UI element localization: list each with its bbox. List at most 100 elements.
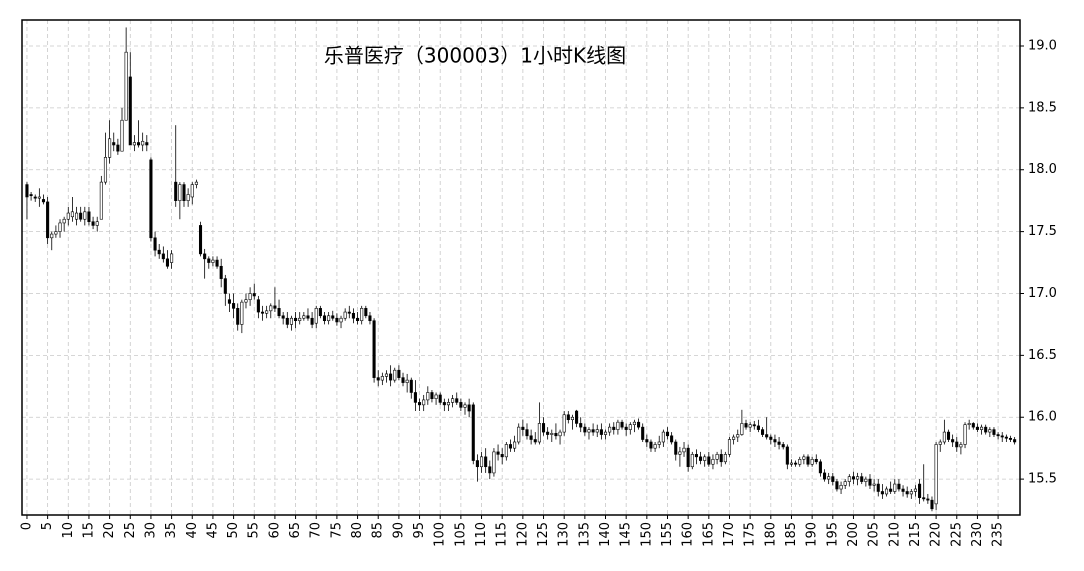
candle-body: [653, 444, 657, 449]
candle-body: [455, 398, 459, 403]
candle-body: [686, 447, 690, 468]
candle-body: [827, 476, 831, 480]
candle-body: [207, 258, 211, 263]
candle-body: [657, 441, 661, 445]
candle-body: [343, 311, 347, 319]
candle-body: [289, 317, 293, 325]
candle-body: [942, 431, 946, 443]
candle-body: [616, 421, 620, 430]
candle-body: [302, 315, 306, 319]
candle-body: [889, 488, 893, 492]
candle-body: [372, 320, 376, 378]
candle-body: [719, 454, 723, 463]
candle-body: [232, 303, 236, 309]
candle-body: [401, 377, 405, 383]
chart-title: 乐普医疗（300003）1小时K线图: [324, 44, 626, 68]
candle-body: [260, 311, 265, 314]
candle-body: [649, 441, 653, 449]
candle-body: [368, 315, 372, 322]
candle-body: [723, 454, 727, 463]
candle-body: [789, 462, 794, 465]
candle-body: [909, 491, 913, 495]
candle-body: [467, 404, 471, 412]
candle-body: [211, 259, 215, 263]
candle-body: [628, 424, 632, 430]
candle-body: [818, 461, 822, 474]
x-tick-label: 210: [887, 522, 902, 547]
candle-body: [975, 426, 979, 430]
candle-body: [645, 439, 649, 443]
candle-body: [33, 196, 37, 199]
candle-body: [219, 265, 223, 279]
x-tick-label: 5: [40, 522, 55, 530]
candle-body: [294, 317, 298, 322]
candle-body: [558, 431, 562, 437]
candle-body: [546, 431, 550, 435]
x-tick-label: 25: [123, 522, 138, 539]
candle-body: [306, 315, 310, 319]
x-tick-label: 130: [557, 522, 572, 547]
candle-body: [963, 424, 967, 445]
candle-body: [451, 398, 455, 403]
candle-body: [153, 237, 157, 251]
candle-body: [256, 299, 260, 313]
candle-body: [174, 181, 178, 201]
candle-body: [508, 444, 513, 449]
candle-body: [103, 157, 108, 183]
candle-body: [525, 429, 529, 437]
candle-body: [356, 317, 360, 322]
candle-body: [335, 317, 339, 323]
candle-body: [876, 483, 880, 492]
candle-body: [971, 423, 975, 428]
x-tick-label: 15: [81, 522, 96, 539]
candle-body: [893, 483, 897, 492]
candle-body: [496, 451, 500, 455]
candle-body: [248, 293, 252, 300]
candle-body: [281, 315, 285, 319]
candle-body: [393, 369, 397, 381]
candle-body: [699, 456, 703, 461]
candle-body: [389, 373, 393, 381]
candle-body: [91, 221, 95, 226]
y-tick-label: 19.0: [1028, 38, 1057, 53]
candle-body: [310, 317, 314, 325]
x-tick-label: 95: [412, 522, 427, 539]
candle-body: [835, 481, 839, 490]
candle-body: [236, 308, 240, 325]
candle-body: [157, 249, 161, 255]
candle-body: [409, 379, 413, 393]
candle-body: [331, 315, 335, 319]
candle-body: [442, 402, 446, 406]
x-tick-label: 80: [350, 522, 365, 539]
candle-body: [847, 476, 851, 482]
candle-body: [521, 426, 525, 430]
x-tick-label: 205: [867, 522, 882, 547]
candle-body: [682, 447, 686, 453]
candle-body: [463, 404, 467, 408]
x-tick-label: 0: [19, 522, 34, 530]
y-tick-label: 15.5: [1028, 472, 1057, 487]
candle-body: [955, 441, 959, 448]
candle-body: [566, 414, 570, 421]
candle-body: [794, 462, 798, 465]
candle-body: [694, 454, 698, 458]
candle-body: [785, 446, 789, 465]
candle-body: [802, 456, 806, 460]
candle-body: [620, 421, 624, 428]
candle-body: [769, 436, 773, 440]
candle-body: [314, 308, 318, 324]
candle-body: [298, 317, 302, 322]
candle-body: [641, 426, 645, 440]
candle-body: [459, 402, 463, 408]
x-tick-label: 230: [970, 522, 985, 547]
candle-body: [182, 184, 186, 201]
candle-body: [364, 308, 368, 317]
x-tick-label: 195: [825, 522, 840, 547]
candle-body: [339, 317, 343, 323]
candle-body: [822, 472, 827, 480]
candle-body: [934, 444, 938, 505]
plot-frame: [21, 19, 1021, 516]
candle-body: [843, 481, 847, 486]
